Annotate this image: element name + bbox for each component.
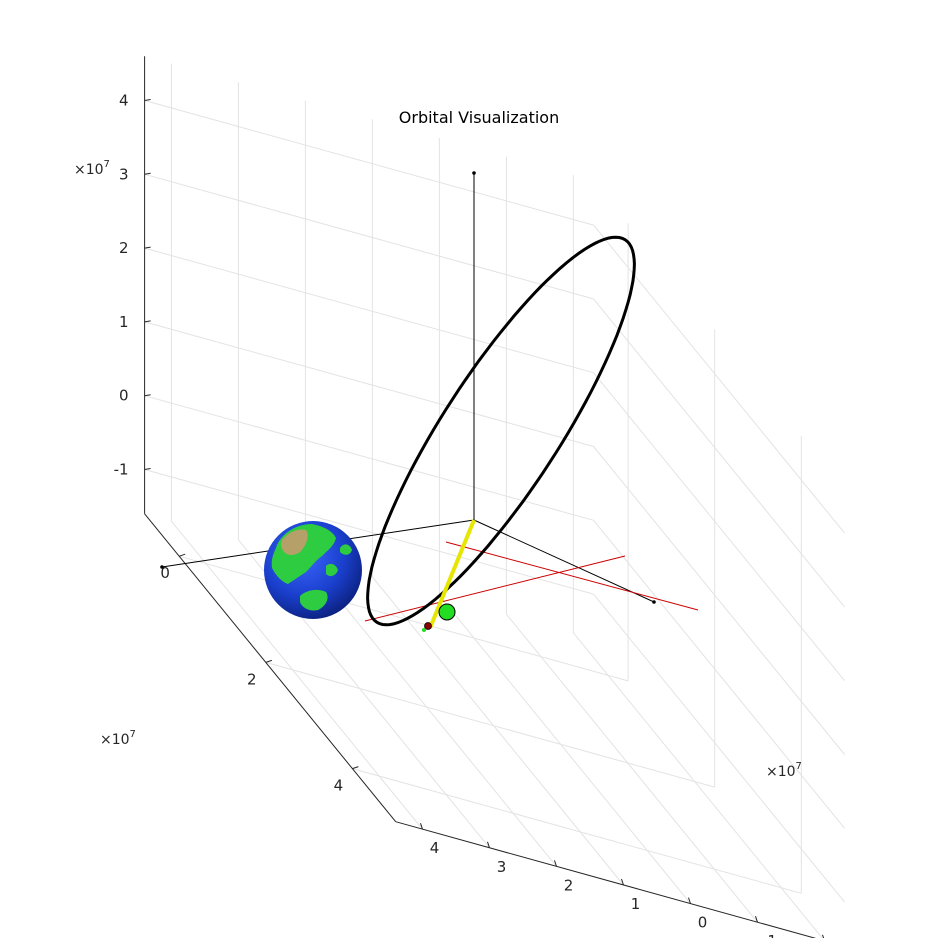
y-tick-label: 4 xyxy=(430,839,440,857)
spacecraft-marker xyxy=(438,603,456,621)
z-tick-mark xyxy=(144,246,151,249)
reference-axis-1 xyxy=(364,555,626,622)
y-tick-label: 3 xyxy=(497,858,507,876)
grid-line-floor-x xyxy=(179,555,629,682)
grid-line-floor-y xyxy=(506,613,758,923)
reference-axis-2 xyxy=(445,541,699,611)
grid-line-side-z xyxy=(593,593,845,903)
grid xyxy=(144,63,845,938)
grid-line-wall-z xyxy=(144,173,594,300)
z-tick-label: 0 xyxy=(119,387,129,405)
frame-axis-x-tip xyxy=(160,565,164,569)
y-axis-multiplier: ×107 xyxy=(766,761,802,780)
grid-line-wall-z xyxy=(144,469,594,595)
x-tick-mark xyxy=(179,553,186,557)
x-axis-multiplier: ×107 xyxy=(100,729,136,748)
z-tick-label: 3 xyxy=(119,165,129,183)
inertial-frame-axes xyxy=(160,171,656,604)
earth-land-islands xyxy=(326,563,338,577)
earth-land-north xyxy=(340,544,352,555)
z-tick-mark xyxy=(144,99,151,101)
grid-line-floor-x xyxy=(265,661,715,788)
x-tick-label: 4 xyxy=(334,777,344,795)
y-tick-mark xyxy=(420,823,423,830)
grid-line-wall-z xyxy=(144,247,594,374)
z-axis-multiplier: ×107 xyxy=(74,159,110,178)
y-tick-mark xyxy=(688,897,691,904)
grid-line-floor-x xyxy=(352,768,802,894)
frame-axis-y-tip xyxy=(652,600,656,604)
grid-line-side-z xyxy=(593,372,845,682)
earth-land-australia xyxy=(300,589,328,611)
frame-axis-y xyxy=(473,519,655,603)
grid-line-wall-z xyxy=(144,100,594,226)
grid-line-side-z xyxy=(593,298,845,608)
grid-line-floor-y xyxy=(171,520,423,830)
z-tick-label: -1 xyxy=(114,461,129,479)
grid-line-floor-y xyxy=(573,632,823,938)
z-tick-label: 2 xyxy=(119,239,129,257)
x-tick-label: 2 xyxy=(247,670,257,688)
grid-line-wall-z xyxy=(144,321,594,447)
y-tick-mark xyxy=(621,878,624,886)
y-tick-mark xyxy=(755,916,758,923)
z-tick-mark xyxy=(144,394,151,397)
chart-title: Orbital Visualization xyxy=(399,108,559,127)
y-tick-mark xyxy=(554,860,557,867)
position-vector xyxy=(428,519,476,629)
y-tick-mark xyxy=(487,841,490,848)
z-tick-mark xyxy=(144,172,151,175)
axis-multipliers: ×107 ×107 ×107 xyxy=(74,159,802,780)
x-axis-line xyxy=(144,513,397,823)
x-tick-label: 0 xyxy=(160,564,170,582)
earth-globe xyxy=(264,521,362,619)
x-tick-mark xyxy=(352,766,359,770)
y-tick-label: 2 xyxy=(564,876,574,894)
earth-land-desert xyxy=(280,529,308,555)
small-body-marker xyxy=(424,622,432,630)
grid-line-floor-y xyxy=(305,558,557,867)
z-tick-label: 1 xyxy=(119,313,129,331)
grid-line-wall-z xyxy=(144,395,594,521)
small-green-marker xyxy=(422,628,426,632)
markers xyxy=(422,603,456,632)
z-tick-mark xyxy=(144,468,151,470)
grid-line-side-z xyxy=(593,519,845,829)
x-tick-mark xyxy=(265,659,272,663)
grid-line-side-z xyxy=(593,446,845,755)
reference-axes xyxy=(364,541,699,622)
axes xyxy=(144,56,825,938)
z-tick-label: 4 xyxy=(119,92,129,110)
frame-axis-z-tip xyxy=(472,171,476,175)
grid-line-floor-y xyxy=(439,595,691,904)
orbit-path xyxy=(366,235,636,627)
y-tick-label: 0 xyxy=(698,914,708,932)
y-axis-line xyxy=(395,821,817,938)
grid-line-floor-y xyxy=(372,576,624,886)
grid-line-side-z xyxy=(593,224,845,534)
z-tick-mark xyxy=(144,320,151,323)
y-tick-label: -1 xyxy=(762,932,777,938)
y-tick-label: 1 xyxy=(631,895,641,913)
